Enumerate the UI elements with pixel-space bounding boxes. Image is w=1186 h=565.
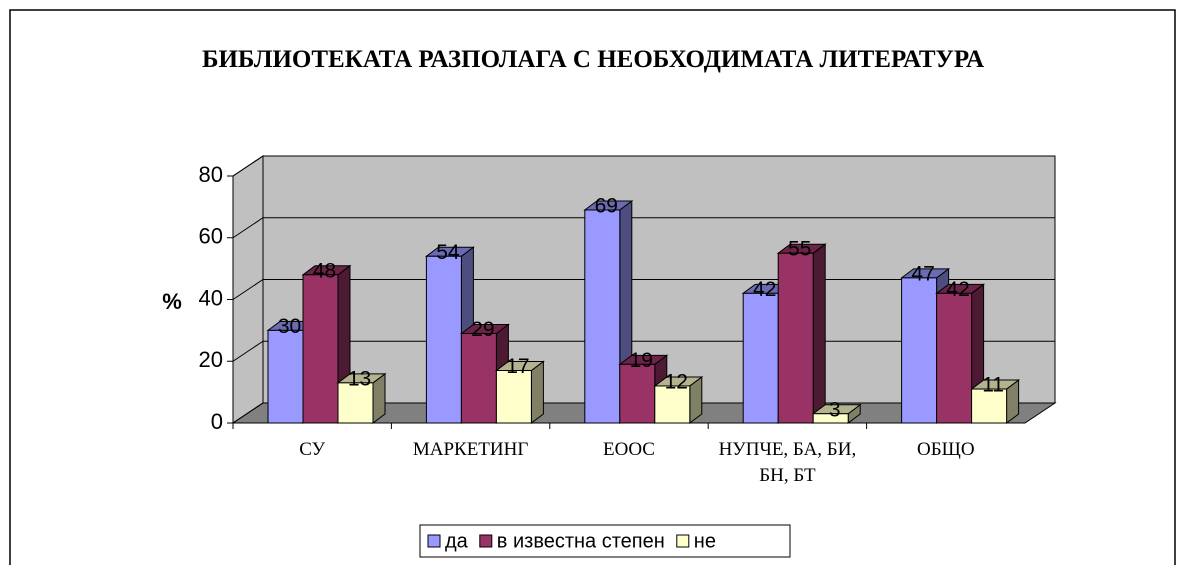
value-label: 11 [982, 374, 1004, 397]
x-tick-label: ОБЩО [917, 439, 975, 460]
x-tick-label: НУПЧЕ, БА, БИ, БН, БТ [718, 439, 857, 486]
value-label: 3 [829, 398, 841, 421]
bar-front [936, 292, 973, 424]
bar-side [530, 360, 544, 424]
grid-line [232, 155, 1055, 177]
y-axis-label: % [162, 289, 182, 314]
value-label: 19 [630, 349, 653, 372]
legend-label: да [445, 530, 469, 552]
chart-title: БИБЛИОТЕКАТА РАЗПОЛАГА С НЕОБХОДИМАТА ЛИ… [201, 46, 985, 73]
legend-label: в известна степен [497, 530, 665, 552]
bar-front [460, 332, 497, 424]
value-label: 42 [946, 278, 969, 301]
legend-swatch [676, 534, 690, 548]
value-label: 17 [506, 355, 529, 378]
bar-front [654, 385, 691, 424]
legend-swatch [479, 534, 493, 548]
legend-label: не [694, 530, 716, 552]
value-label: 69 [595, 195, 618, 218]
y-tick-label: 0 [211, 409, 223, 434]
bar-front [812, 413, 849, 424]
value-label: 29 [471, 318, 494, 341]
value-label: 55 [788, 238, 811, 261]
bar-front [742, 292, 779, 424]
bar [494, 360, 545, 424]
bar-front [495, 370, 532, 424]
bar [653, 375, 704, 424]
legend-swatch [427, 534, 441, 548]
bar-front [425, 255, 462, 424]
value-label: 48 [313, 259, 336, 282]
bar [301, 264, 352, 424]
value-label: 13 [348, 367, 371, 390]
bar-front [901, 277, 938, 424]
bar-side [812, 243, 826, 424]
bar [776, 243, 827, 424]
bar [811, 403, 862, 424]
bar-front [584, 209, 621, 424]
bar-front [619, 363, 656, 424]
value-label: 54 [436, 241, 460, 264]
y-tick-label: 80 [199, 162, 223, 187]
frame [9, 9, 1176, 565]
bar-front [302, 274, 339, 424]
value-label: 42 [753, 278, 776, 301]
value-label: 12 [665, 370, 688, 393]
bar-front [971, 388, 1008, 424]
bar-front [337, 382, 374, 424]
y-tick-label: 20 [199, 347, 223, 372]
x-tick-label: МАРКЕТИНГ [412, 439, 529, 460]
grid-line [232, 217, 1055, 239]
x-tick-label: ЕООС [603, 439, 655, 460]
value-label: 30 [278, 315, 301, 338]
y-tick-label: 40 [199, 285, 223, 310]
bar [970, 379, 1021, 424]
value-label: 47 [911, 262, 934, 285]
bar-front [777, 252, 814, 424]
bar-front [267, 329, 304, 424]
bar [336, 372, 387, 424]
x-tick-label: СУ [299, 439, 326, 460]
y-tick-label: 60 [199, 224, 223, 249]
